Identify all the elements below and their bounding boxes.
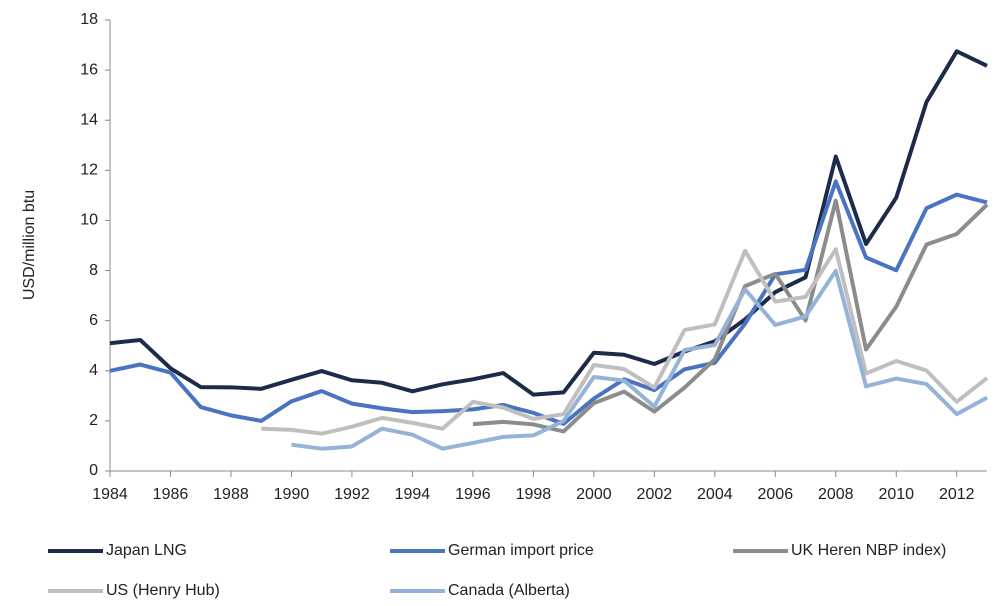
x-tick-label: 2012: [939, 486, 975, 503]
x-tick-label: 2008: [818, 486, 854, 503]
y-tick-label: 12: [80, 162, 98, 179]
y-tick-label: 8: [89, 262, 98, 279]
y-tick-label: 16: [80, 61, 98, 78]
series-line: [291, 268, 988, 451]
y-tick-label: 14: [80, 111, 98, 128]
x-tick-label: 1988: [213, 486, 249, 503]
x-tick-label: 1986: [153, 486, 189, 503]
legend-label: UK Heren NBP index): [791, 542, 946, 559]
x-tick-label: 1998: [516, 486, 552, 503]
legend-label: Canada (Alberta): [448, 582, 570, 599]
y-tick-label: 6: [89, 312, 98, 329]
x-tick-label: 1992: [334, 486, 370, 503]
series-line: [261, 247, 989, 436]
x-tick-label: 2004: [697, 486, 733, 503]
y-tick-label: 18: [80, 11, 98, 28]
x-tick-label: 1996: [455, 486, 491, 503]
legend-label: US (Henry Hub): [106, 582, 220, 599]
x-tick-label: 2002: [637, 486, 673, 503]
series-line: [109, 49, 988, 397]
y-tick-label: 0: [89, 462, 98, 479]
series-line: [472, 198, 989, 434]
legend-label: Japan LNG: [106, 542, 187, 559]
y-tick-label: 10: [80, 212, 98, 229]
y-tick-label: 4: [89, 362, 98, 379]
x-tick-label: 1984: [92, 486, 128, 503]
legend-label: German import price: [448, 542, 594, 559]
y-tick-label: 2: [89, 412, 98, 429]
x-tick-label: 2006: [758, 486, 794, 503]
x-tick-label: 1990: [274, 486, 310, 503]
x-tick-label: 1994: [395, 486, 431, 503]
y-axis-label: USD/million btu: [21, 190, 38, 300]
x-tick-label: 2000: [576, 486, 612, 503]
x-tick-label: 2010: [878, 486, 914, 503]
